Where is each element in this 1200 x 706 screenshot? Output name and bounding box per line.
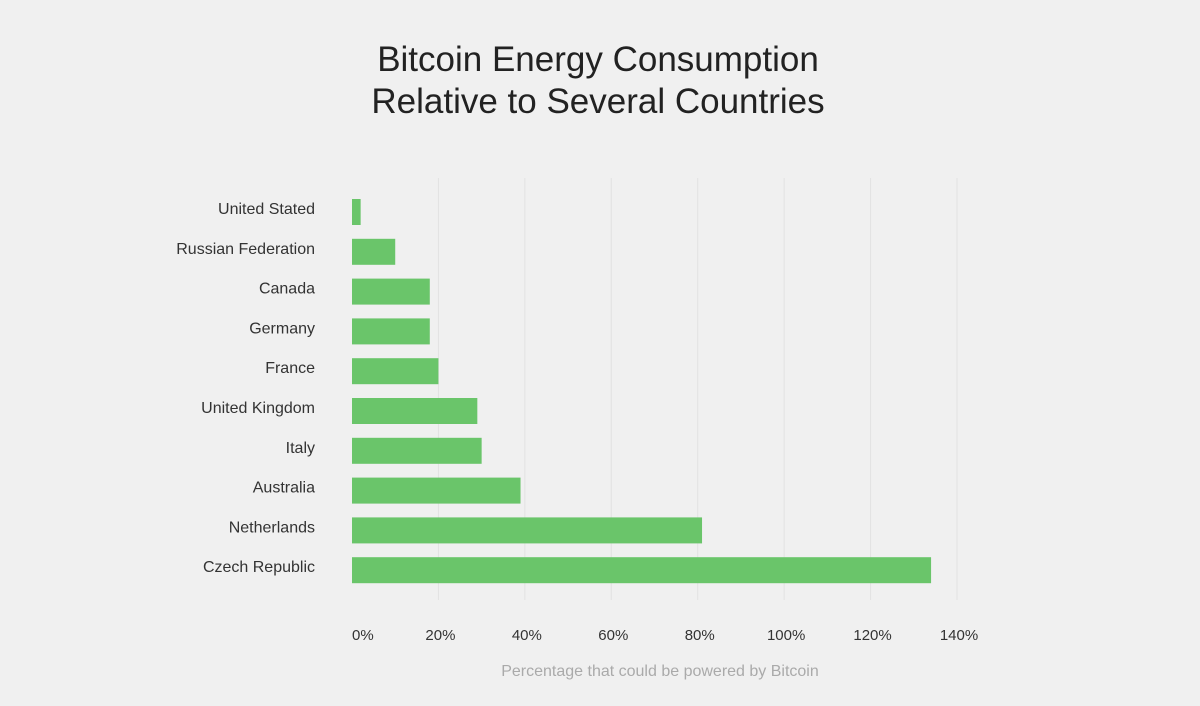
x-tick-label: 40% — [512, 627, 542, 644]
x-tick-label: 20% — [425, 627, 455, 644]
bar — [352, 398, 478, 424]
category-label: Italy — [286, 440, 315, 457]
category-label: Russian Federation — [176, 241, 315, 258]
bar — [352, 278, 430, 305]
category-label: Canada — [259, 281, 315, 298]
category-label: France — [265, 360, 315, 377]
x-tick-label: 60% — [598, 627, 628, 644]
x-tick-label: 100% — [767, 627, 805, 644]
bar — [352, 477, 521, 504]
bar — [352, 358, 439, 385]
x-tick-label: 120% — [853, 627, 891, 644]
x-tick-label: 80% — [685, 627, 715, 644]
x-tick-labels: 0% 20% 40% 60% 80% 100% 120% 140% — [352, 627, 978, 644]
bars — [352, 199, 932, 584]
category-label: United Stated — [218, 201, 315, 218]
x-tick-label: 0% — [352, 627, 374, 644]
category-labels: United Stated Russian Federation Canada Ger… — [176, 201, 315, 576]
category-label: Netherlands — [229, 519, 315, 536]
bar — [352, 437, 482, 464]
bar — [352, 557, 932, 584]
bar — [352, 517, 703, 544]
chart-title-line-1: Bitcoin Energy Consumption — [377, 40, 819, 79]
x-axis-title: Percentage that could be powered by Bitc… — [501, 663, 819, 680]
bar — [352, 238, 396, 265]
bar — [352, 199, 361, 225]
bar — [352, 318, 430, 345]
grid-lines — [437, 178, 958, 600]
category-label: Czech Republic — [203, 559, 315, 576]
category-label: Germany — [249, 320, 315, 337]
category-label: Australia — [253, 480, 315, 497]
category-label: United Kingdom — [201, 400, 315, 417]
chart-title-line-2: Relative to Several Countries — [371, 82, 824, 121]
x-tick-label: 140% — [940, 627, 978, 644]
